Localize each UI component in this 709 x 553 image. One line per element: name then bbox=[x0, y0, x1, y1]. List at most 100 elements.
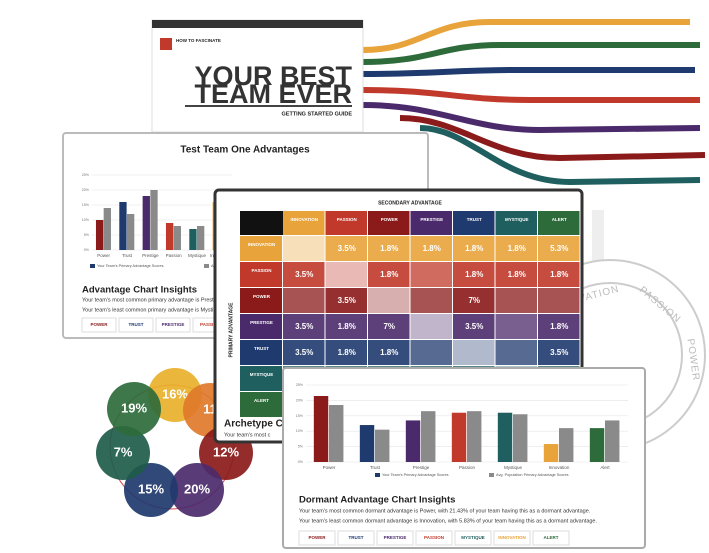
cell bbox=[325, 236, 367, 261]
tab-label: POWER bbox=[308, 535, 326, 540]
insights-title: Dormant Advantage Chart Insights bbox=[299, 495, 455, 506]
bar bbox=[313, 395, 329, 462]
cell bbox=[538, 262, 580, 287]
y-tick-label: 0% bbox=[298, 460, 304, 464]
cell bbox=[283, 236, 325, 261]
y-tick-label: 5% bbox=[84, 233, 90, 237]
x-tick-label: Power bbox=[97, 253, 110, 258]
x-tick-label: Prestige bbox=[413, 465, 430, 470]
title: TEAM EVER bbox=[194, 79, 352, 109]
cell bbox=[495, 236, 537, 261]
tab bbox=[81, 317, 117, 333]
cell-value: 1.8% bbox=[508, 244, 526, 253]
legend-label: Avg. Population Primary Advantage Scores bbox=[496, 473, 569, 477]
legend-swatch bbox=[204, 264, 209, 268]
card-title: Test Team One Advantages bbox=[180, 145, 310, 156]
cell bbox=[368, 236, 410, 261]
cell bbox=[410, 236, 452, 261]
insight: Your team's least common dormant advanta… bbox=[299, 518, 597, 524]
cell bbox=[325, 340, 367, 365]
column-label: PASSION bbox=[337, 217, 357, 222]
row-label: ALERT bbox=[254, 398, 269, 403]
footer-text: Your team's most c bbox=[224, 432, 271, 438]
column-header bbox=[368, 211, 410, 235]
tab-label: MYSTIQUE bbox=[461, 535, 485, 540]
tab bbox=[376, 530, 414, 546]
segment bbox=[124, 463, 178, 517]
y-tick-label: 20% bbox=[82, 188, 90, 192]
cell-value: 1.8% bbox=[338, 348, 356, 357]
insight: Your team's most common primary advantag… bbox=[82, 297, 221, 303]
cell bbox=[495, 314, 537, 339]
cell bbox=[495, 262, 537, 287]
row-header bbox=[240, 366, 282, 391]
segment-label: 15% bbox=[138, 481, 164, 496]
bar bbox=[451, 412, 467, 462]
cell bbox=[283, 262, 325, 287]
tab-label: TRUST bbox=[349, 535, 364, 540]
cell-value: 1.8% bbox=[550, 270, 568, 279]
segment-label: 16% bbox=[162, 386, 188, 401]
x-tick-label: Passion bbox=[459, 465, 476, 470]
cell-value: 3.5% bbox=[550, 348, 568, 357]
cell bbox=[410, 340, 452, 365]
row-header bbox=[240, 392, 282, 417]
x-tick-label: Trust bbox=[370, 465, 381, 470]
bar bbox=[173, 226, 181, 250]
cell bbox=[453, 288, 495, 313]
column-label: MYSTIQUE bbox=[505, 217, 529, 222]
bar bbox=[359, 425, 375, 462]
y-tick-label: 10% bbox=[296, 429, 304, 433]
cell bbox=[453, 314, 495, 339]
cell bbox=[453, 340, 495, 365]
x-tick-label: Passion bbox=[166, 253, 183, 258]
cell-value: 3.5% bbox=[295, 322, 313, 331]
column-header bbox=[453, 211, 495, 235]
row-header bbox=[240, 236, 282, 261]
cell-value: 3.5% bbox=[338, 244, 356, 253]
column-label: POWER bbox=[381, 217, 399, 222]
bar bbox=[589, 428, 605, 462]
tab-label: PRESTIGE bbox=[162, 322, 185, 327]
cell bbox=[538, 314, 580, 339]
footer-title: Archetype C bbox=[224, 419, 283, 430]
column-label: INNOVATION bbox=[290, 217, 318, 222]
bar bbox=[197, 226, 205, 250]
y-tick-label: 25% bbox=[296, 383, 304, 387]
segment bbox=[96, 426, 150, 480]
bar bbox=[405, 420, 421, 462]
x-tick-label: Mystique bbox=[188, 253, 207, 258]
cell bbox=[368, 288, 410, 313]
x-tick-label: Trust bbox=[122, 253, 133, 258]
segment-label: 19% bbox=[121, 400, 147, 415]
y-tick-label: 5% bbox=[298, 445, 304, 449]
row-label: POWER bbox=[253, 294, 271, 299]
subtitle: GETTING STARTED GUIDE bbox=[282, 111, 353, 117]
y-tick-label: 25% bbox=[82, 173, 90, 177]
bar bbox=[127, 214, 135, 250]
tab bbox=[337, 530, 375, 546]
tab bbox=[532, 530, 570, 546]
bar bbox=[119, 202, 127, 250]
corner bbox=[240, 211, 283, 235]
bar bbox=[513, 414, 528, 462]
bar bbox=[150, 190, 158, 250]
x-tick-label: Alert bbox=[600, 465, 610, 470]
cell-value: 3.5% bbox=[338, 296, 356, 305]
tab bbox=[493, 530, 531, 546]
cell bbox=[283, 340, 325, 365]
y-tick-label: 15% bbox=[296, 414, 304, 418]
row-header bbox=[240, 288, 282, 313]
segment bbox=[170, 463, 224, 517]
matrix-header: SECONDARY ADVANTAGE bbox=[378, 200, 442, 206]
legend-label: Your Team's Primary Advantage Scores bbox=[97, 264, 164, 268]
tab bbox=[155, 317, 191, 333]
y-tick-label: 0% bbox=[84, 248, 90, 252]
row-header bbox=[240, 314, 282, 339]
cell-value: 7% bbox=[383, 322, 395, 331]
tab-label: POWER bbox=[90, 322, 108, 327]
cell bbox=[453, 236, 495, 261]
cell-value: 1.8% bbox=[380, 270, 398, 279]
